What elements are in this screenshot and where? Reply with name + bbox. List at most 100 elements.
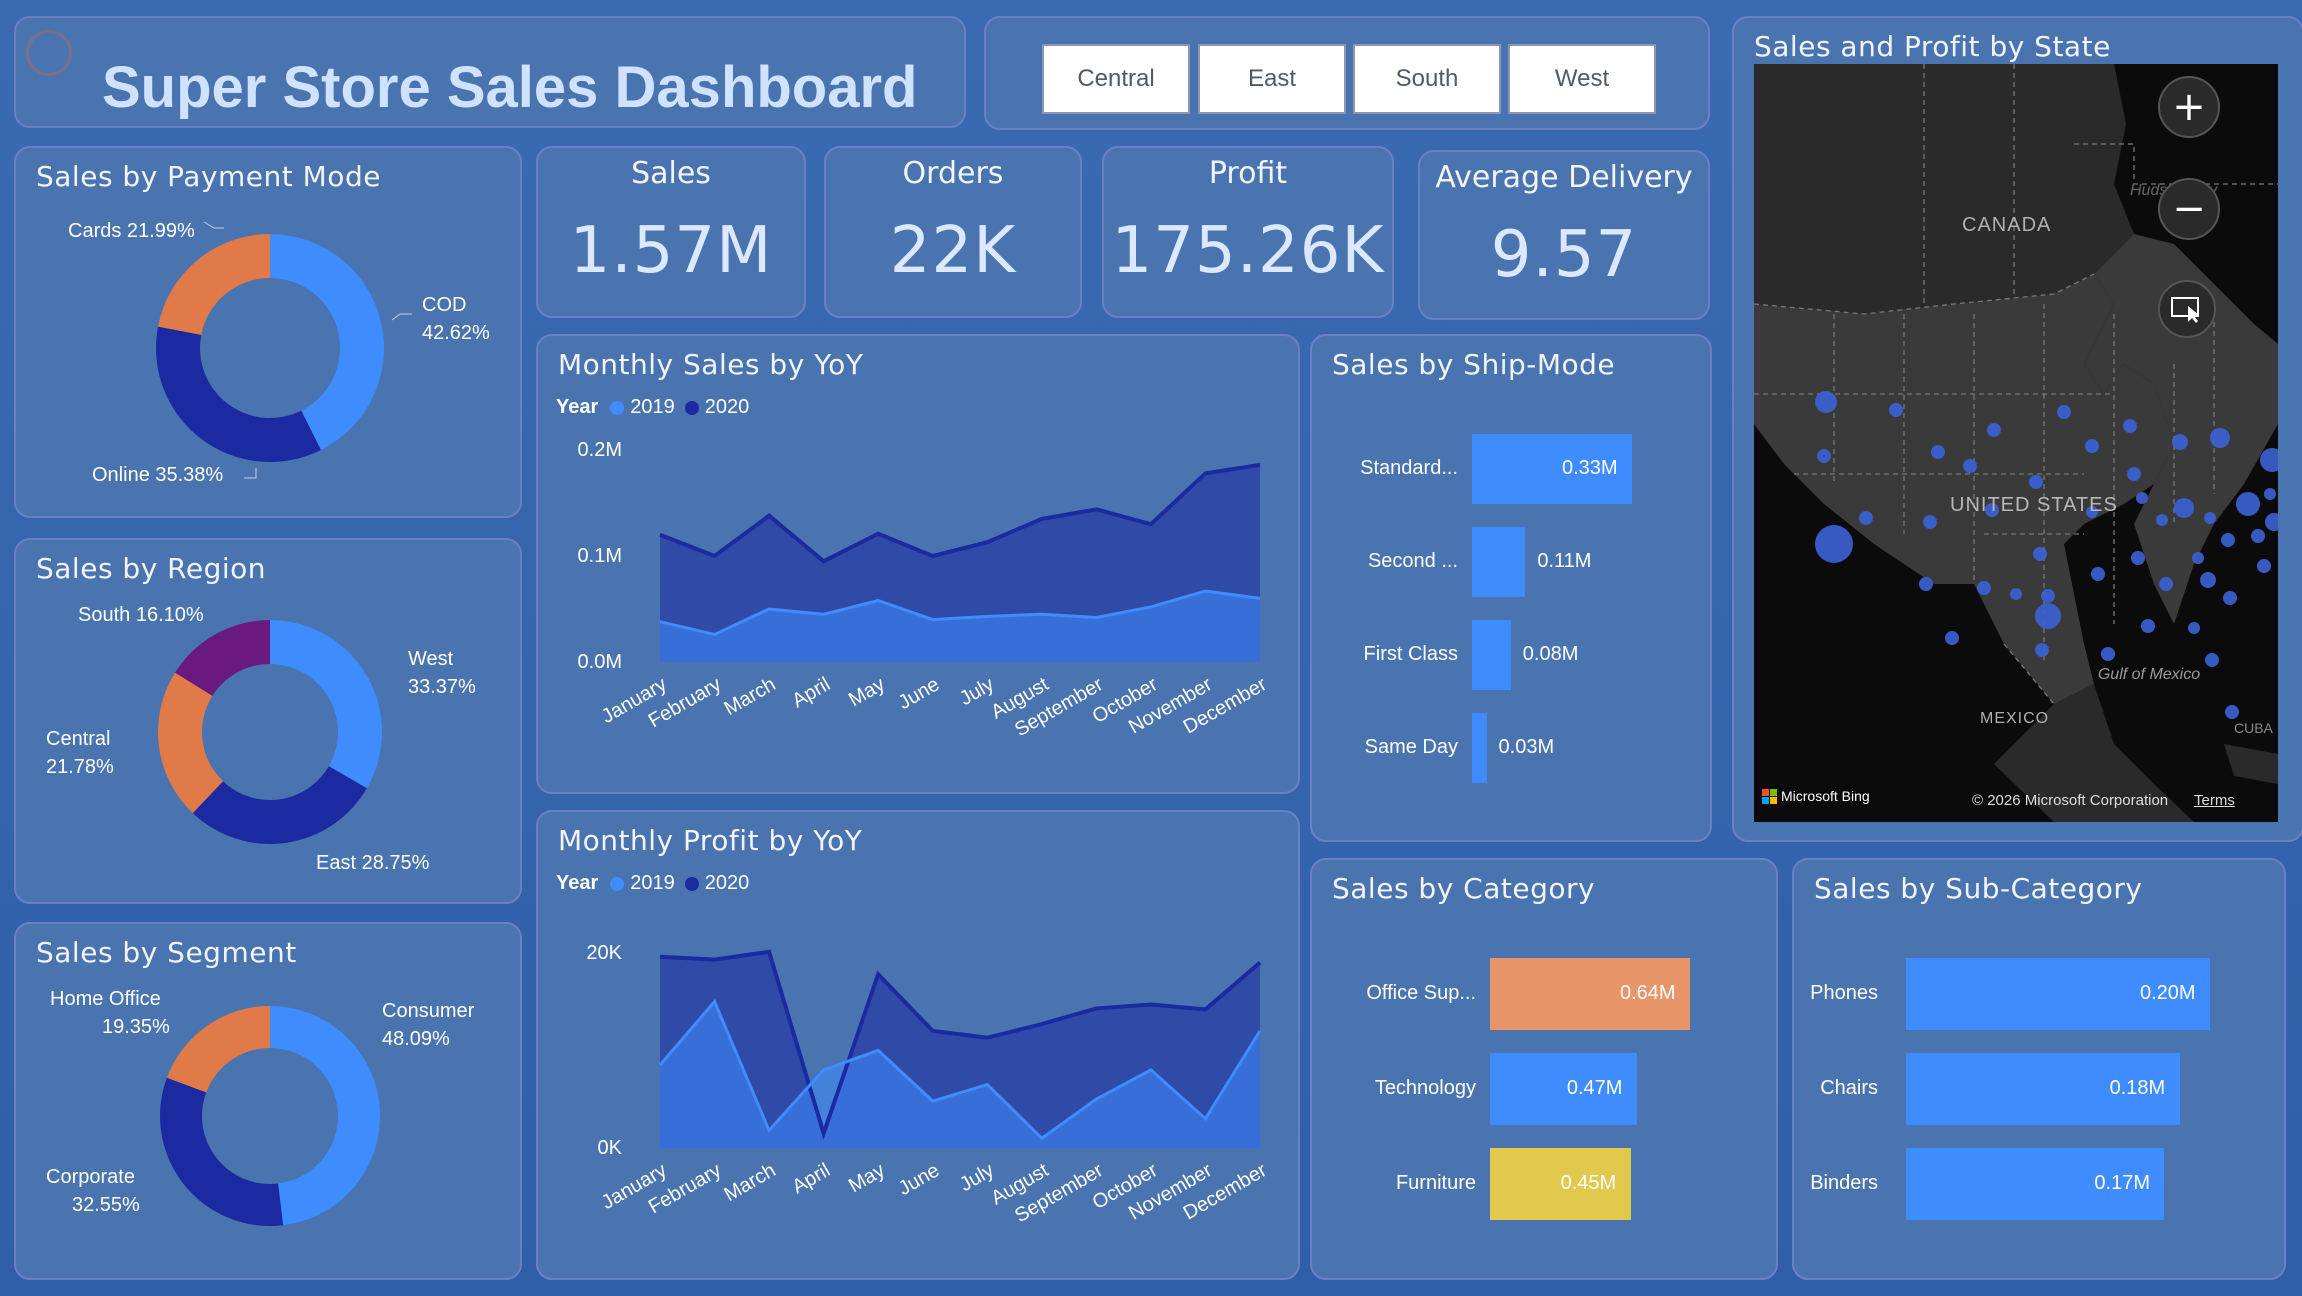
map-bubble[interactable] <box>1889 403 1903 417</box>
slicer-west[interactable]: West <box>1508 44 1656 114</box>
map-bubble[interactable] <box>2156 514 2168 526</box>
map-bubble[interactable] <box>2041 589 2055 603</box>
back-icon[interactable] <box>26 30 72 76</box>
line-2020[interactable] <box>659 949 1262 1140</box>
map-bubble[interactable] <box>2101 647 2115 661</box>
map-bubble[interactable] <box>2225 705 2239 719</box>
slicer-south[interactable]: South <box>1353 44 1501 114</box>
subcategory-bars[interactable]: Phones 0.20M Chairs 0.18M Binders 0.17M <box>1794 860 2288 1282</box>
map-bubble[interactable] <box>2029 475 2043 489</box>
ship-mode-bars[interactable]: Standard... 0.33M Second ... 0.11M First Cla… <box>1312 336 1714 844</box>
slice-corporate[interactable] <box>160 1077 284 1226</box>
slice-consumer[interactable] <box>270 1006 380 1226</box>
map-bubble[interactable] <box>2188 622 2200 634</box>
map-bubble[interactable] <box>1985 503 1999 517</box>
bar[interactable] <box>1490 1148 1631 1220</box>
label-home-office-pct: 19.35% <box>102 1016 170 1038</box>
map-bubble[interactable] <box>2035 603 2061 629</box>
map-bubble[interactable] <box>2223 591 2237 605</box>
map-select-button[interactable] <box>2158 280 2216 338</box>
legend-2019[interactable]: 2019 <box>630 872 675 894</box>
bar[interactable] <box>1472 434 1632 504</box>
card-title: Sales by Ship-Mode <box>1332 348 1616 381</box>
bar-value-label: 0.47M <box>1566 1077 1623 1099</box>
map-bubbles[interactable] <box>1754 64 2278 822</box>
map-bubble[interactable] <box>2035 643 2049 657</box>
map-bubble[interactable] <box>2260 448 2278 472</box>
map-bubble[interactable] <box>2159 577 2173 591</box>
slice-home-office[interactable] <box>166 1006 270 1093</box>
map-bubble[interactable] <box>2204 512 2216 524</box>
map-bubble[interactable] <box>2172 434 2188 450</box>
slicer-east[interactable]: East <box>1198 44 1346 114</box>
legend-2020[interactable]: 2020 <box>704 872 750 894</box>
map-bubble[interactable] <box>2236 492 2260 516</box>
bar[interactable] <box>1490 958 1690 1030</box>
line-2019[interactable] <box>659 589 1261 637</box>
bar[interactable] <box>1472 527 1526 597</box>
slice-west[interactable] <box>270 620 382 789</box>
map-terms-link[interactable]: Terms <box>2194 792 2235 809</box>
bar[interactable] <box>1906 958 2210 1030</box>
bar[interactable] <box>1472 620 1511 690</box>
bar[interactable] <box>1472 713 1487 783</box>
zoom-out-button[interactable]: − <box>2158 178 2220 240</box>
map-bubble[interactable] <box>2205 653 2219 667</box>
slice-cards[interactable] <box>158 234 270 335</box>
map-bubble[interactable] <box>1815 391 1837 413</box>
slice-east[interactable] <box>192 766 367 844</box>
zoom-in-button[interactable]: + <box>2158 76 2220 138</box>
map-bubble[interactable] <box>1987 423 2001 437</box>
slice-central[interactable] <box>158 672 224 814</box>
payment-donut[interactable] <box>16 148 524 520</box>
line-2020[interactable] <box>659 462 1261 564</box>
map-bubble[interactable] <box>2251 529 2265 543</box>
map-bubble[interactable] <box>2257 559 2271 573</box>
map-bubble[interactable] <box>2010 588 2022 600</box>
map-bubble[interactable] <box>2192 552 2204 564</box>
map-bubble[interactable] <box>2085 439 2099 453</box>
map-bubble[interactable] <box>2091 567 2105 581</box>
slice-cod[interactable] <box>270 234 384 450</box>
slice-online[interactable] <box>156 326 321 463</box>
map-bubble[interactable] <box>2131 551 2145 565</box>
state-map[interactable]: CANADA UNITED STATES MEXICO Gulf of Mexi… <box>1754 64 2278 822</box>
legend-2020[interactable]: 2020 <box>704 396 750 418</box>
slicer-central[interactable]: Central <box>1042 44 1190 114</box>
map-bubble[interactable] <box>1963 459 1977 473</box>
map-bubble[interactable] <box>1945 631 1959 645</box>
map-bubble[interactable] <box>2210 428 2230 448</box>
map-bubble[interactable] <box>2221 533 2235 547</box>
map-bubble[interactable] <box>1931 445 1945 459</box>
map-bubble[interactable] <box>2127 467 2141 481</box>
bar[interactable] <box>1906 1148 2165 1220</box>
bar[interactable] <box>1490 1053 1637 1125</box>
map-bubble[interactable] <box>1817 449 1831 463</box>
segment-donut[interactable] <box>16 924 524 1282</box>
map-bubble[interactable] <box>2033 547 2047 561</box>
map-bubble[interactable] <box>1919 577 1933 591</box>
region-donut[interactable] <box>16 540 524 906</box>
line-2019[interactable] <box>658 998 1262 1141</box>
map-bubble[interactable] <box>2136 492 2148 504</box>
map-bubble[interactable] <box>2123 419 2137 433</box>
label-central-pct: 21.78% <box>46 756 114 778</box>
legend-2019[interactable]: 2019 <box>630 396 675 418</box>
map-bubble[interactable] <box>2264 488 2276 500</box>
map-bubble[interactable] <box>2265 513 2278 531</box>
slice-south[interactable] <box>175 620 270 696</box>
map-bubble[interactable] <box>1859 511 1873 525</box>
category-bars[interactable]: Office Sup... 0.64M Technology 0.47M Furnitu… <box>1312 860 1780 1282</box>
map-bubble[interactable] <box>1923 515 1937 529</box>
bar-category-label: Chairs <box>1820 1077 1878 1099</box>
map-bubble[interactable] <box>1815 525 1853 563</box>
map-bubble[interactable] <box>2174 498 2194 518</box>
map-bubble[interactable] <box>2200 572 2216 588</box>
bar[interactable] <box>1906 1053 2180 1125</box>
map-bubble[interactable] <box>2086 506 2098 518</box>
map-bubble[interactable] <box>2141 619 2155 633</box>
map-bubble[interactable] <box>1977 581 1991 595</box>
map-bubble[interactable] <box>2057 405 2071 419</box>
